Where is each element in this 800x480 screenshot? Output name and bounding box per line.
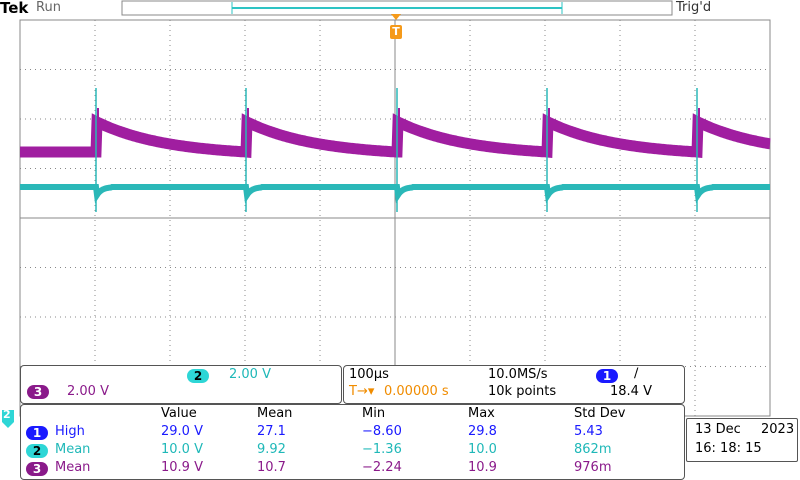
measurement-value: 10.9 V — [161, 460, 203, 475]
time-position: 0.00000 s — [384, 384, 449, 399]
trigger-status: Trig'd — [676, 0, 712, 15]
measurement-value: 10.7 — [257, 460, 286, 475]
channel-badge: 1 — [26, 426, 48, 440]
ground-marker-box — [2, 410, 14, 428]
measurement-value: 10.0 — [468, 442, 497, 457]
position-icon: T→▾ — [349, 384, 375, 399]
column-header: Mean — [257, 406, 293, 421]
measurement-value: 5.43 — [574, 424, 603, 439]
measurement-value: −1.36 — [362, 442, 402, 457]
grid — [20, 20, 770, 416]
channel-panel: 2 2.00 V 3 2.00 V — [20, 365, 342, 404]
measurement-value: −2.24 — [362, 460, 402, 475]
measurement-name: High — [55, 424, 85, 439]
column-header: Max — [468, 406, 495, 421]
measurement-value: 29.0 V — [161, 424, 203, 439]
measurement-value: 976m — [574, 460, 612, 475]
measurement-value: 10.9 — [468, 460, 497, 475]
trigger-channel: 1 — [596, 369, 618, 383]
measurement-name: Mean — [55, 460, 91, 475]
channel-badge: 2 — [26, 444, 48, 458]
channel-3-trace — [20, 113, 771, 159]
measurement-value: 862m — [574, 442, 612, 457]
column-header: Value — [161, 406, 197, 421]
measurement-value: −8.60 — [362, 424, 402, 439]
ground-marker: 2 — [3, 408, 11, 421]
channel-badge: 2 — [187, 369, 209, 383]
channel-scale: 2.00 V — [67, 384, 109, 399]
channel-badge: 3 — [27, 385, 49, 399]
column-header: Min — [362, 406, 386, 421]
record-length: 10k points — [488, 384, 557, 399]
measurement-value: 27.1 — [257, 424, 286, 439]
trigger-marker-box — [390, 25, 402, 39]
column-header: Std Dev — [574, 406, 626, 421]
date: 13 Dec — [695, 422, 741, 437]
trigger-arrow — [391, 14, 401, 20]
sample-rate: 10.0MS/s — [488, 367, 548, 382]
time-scale: 100µs — [349, 367, 389, 382]
trigger-marker: T — [392, 25, 400, 38]
brand: Tek — [0, 0, 29, 17]
trigger-level: 18.4 V — [610, 384, 652, 399]
measurement-table: Value Mean Min Max Std Dev 1 High 29.0 V 27.1 −8.… — [20, 404, 685, 480]
measurement-value: 29.8 — [468, 424, 497, 439]
channel-scale: 2.00 V — [229, 367, 271, 382]
waveforms — [20, 88, 771, 212]
trigger-slope: ∕ — [634, 366, 639, 381]
measurement-value: 10.0 V — [161, 442, 203, 457]
measurement-name: Mean — [55, 442, 91, 457]
channel-badge: 3 — [26, 462, 48, 476]
run-state: Run — [36, 0, 61, 15]
measurement-value: 9.92 — [257, 442, 286, 457]
timebase-panel: 100µs 10.0MS/s 1 ∕ T→▾ 0.00000 s 10k poi… — [343, 365, 685, 404]
year: 2023 — [761, 422, 795, 437]
channel-2-trace — [20, 184, 770, 204]
time: 16: 18: 15 — [695, 441, 762, 456]
date-panel: 13 Dec 2023 16: 18: 15 — [686, 418, 798, 462]
